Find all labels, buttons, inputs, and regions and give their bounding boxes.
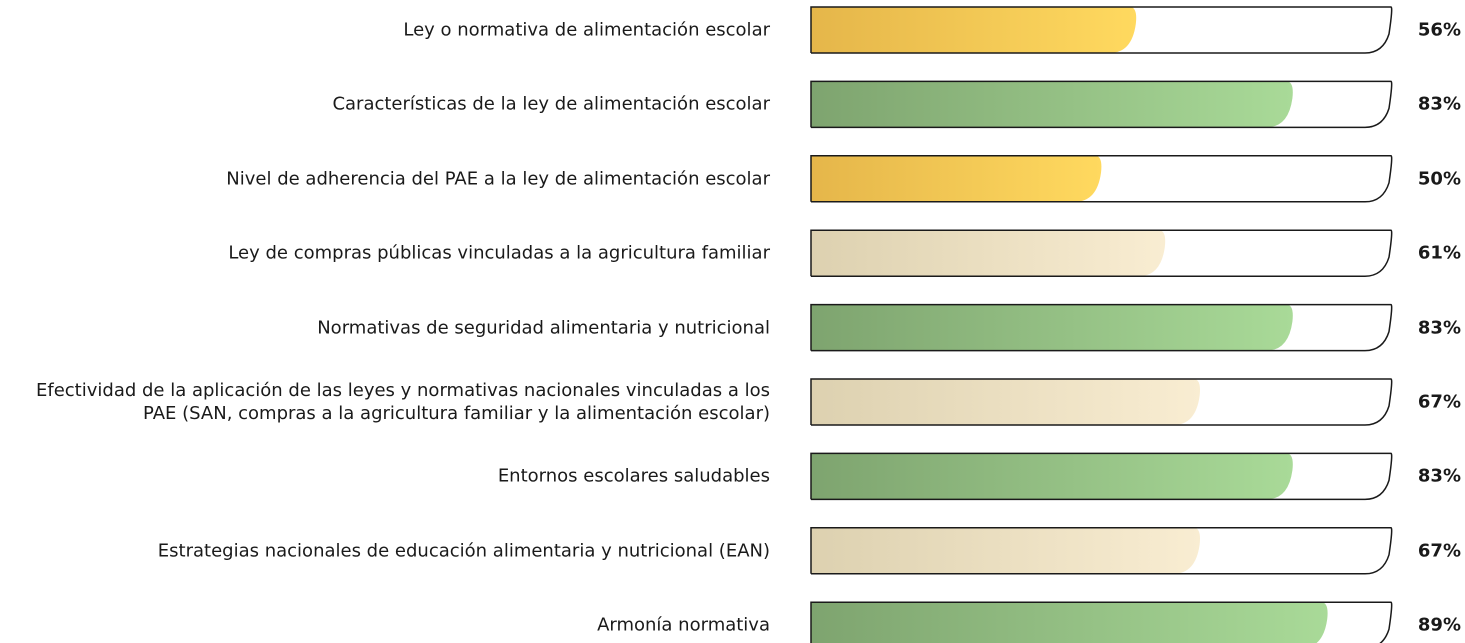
value-label: 56% (1417, 19, 1461, 41)
bar-track (810, 601, 1393, 643)
category-label: Características de la ley de alimentació… (332, 93, 770, 115)
value-label: 83% (1417, 93, 1461, 115)
bar-track (810, 155, 1393, 203)
bar-track (810, 452, 1393, 501)
bar (811, 81, 1293, 128)
bar-track (810, 303, 1393, 352)
bar (811, 155, 1102, 202)
bar (811, 7, 1137, 53)
bar (811, 453, 1293, 500)
bar (811, 527, 1200, 574)
bar-track (810, 80, 1393, 129)
bar-track (810, 527, 1393, 575)
category-label: Normativas de seguridad alimentaria y nu… (317, 317, 770, 339)
value-label: 89% (1417, 614, 1461, 636)
category-label: Ley o normativa de alimentación escolar (403, 19, 770, 41)
value-label: 61% (1417, 242, 1461, 264)
category-label: Efectividad de la aplicación de las leye… (36, 380, 770, 424)
value-label: 83% (1417, 465, 1461, 487)
value-label: 67% (1417, 540, 1461, 562)
category-label: Nivel de adherencia del PAE a la ley de … (226, 168, 770, 190)
category-label: Armonía normativa (597, 614, 770, 636)
bar (811, 304, 1293, 351)
value-label: 83% (1417, 317, 1461, 339)
value-label: 50% (1417, 168, 1461, 190)
bar-track (810, 378, 1393, 426)
value-label: 67% (1417, 391, 1461, 413)
category-label: Ley de compras públicas vinculadas a la … (228, 242, 770, 264)
bar-track (810, 229, 1393, 277)
bar (811, 379, 1200, 425)
bar-track (810, 6, 1393, 54)
category-label: Estrategias nacionales de educación alim… (157, 540, 770, 562)
category-label: Entornos escolares saludables (497, 465, 770, 487)
bar (811, 230, 1166, 277)
bar (811, 602, 1328, 643)
